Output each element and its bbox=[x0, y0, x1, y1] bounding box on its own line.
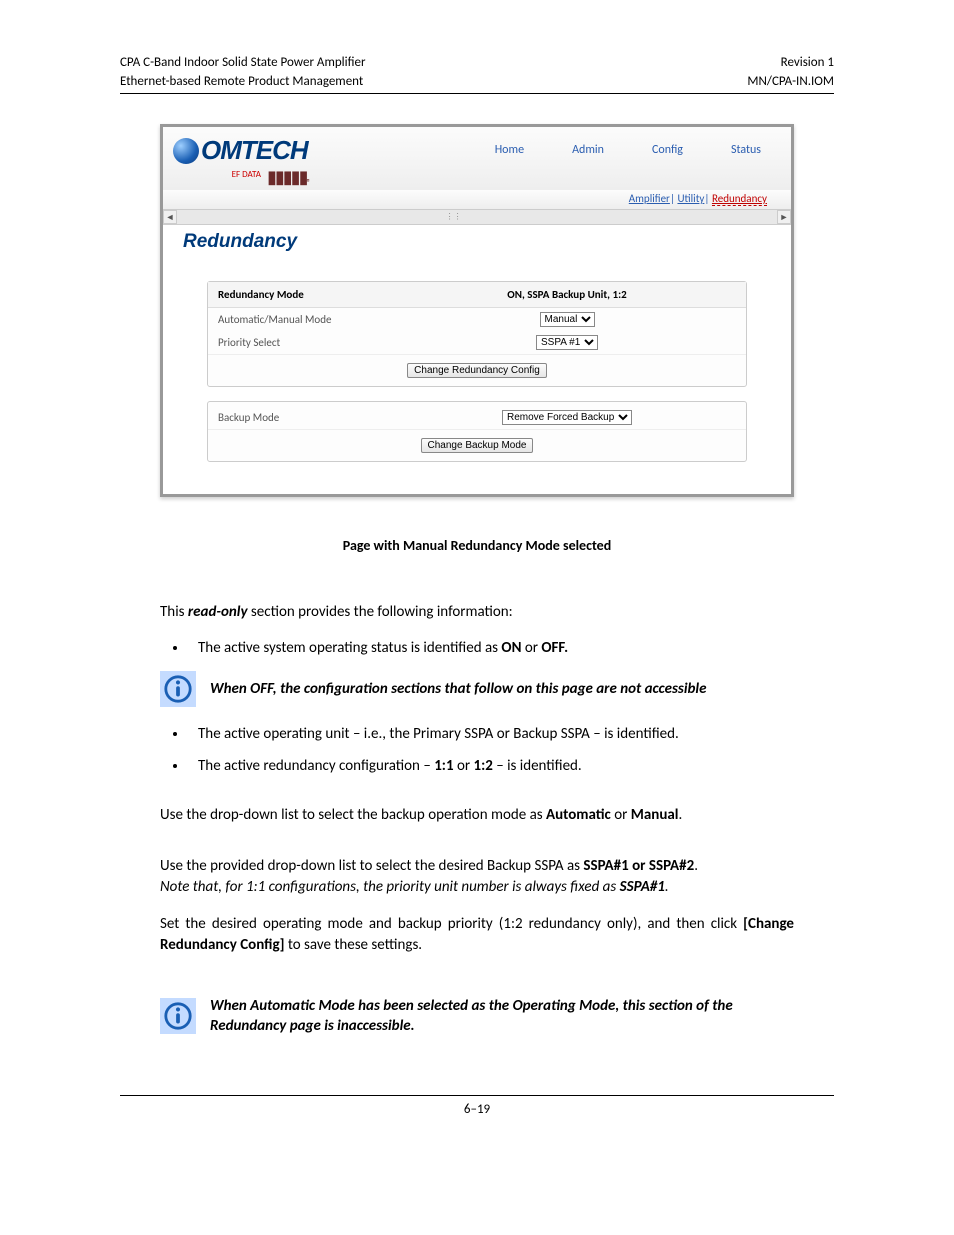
auto-manual-label: Automatic/Manual Mode bbox=[218, 313, 398, 326]
page-number: 6–19 bbox=[120, 1102, 834, 1117]
nav-home[interactable]: Home bbox=[495, 143, 524, 157]
redundancy-mode-label: Redundancy Mode bbox=[218, 288, 398, 301]
header-right-2: MN/CPA-IN.IOM bbox=[747, 74, 834, 89]
backup-mode-label: Backup Mode bbox=[218, 411, 398, 424]
priority-select[interactable]: SSPA #1 bbox=[536, 335, 598, 350]
page-title: Redundancy bbox=[183, 231, 775, 253]
backup-mode-select[interactable]: Remove Forced Backup bbox=[502, 410, 632, 425]
main-nav: Home Admin Config Status bbox=[495, 135, 781, 157]
logo-subtext: EF DATA bbox=[232, 169, 261, 180]
scrollbar[interactable]: ◄ ⋮⋮ ► bbox=[163, 209, 791, 225]
note-text-2: When Automatic Mode has been selected as… bbox=[210, 996, 794, 1037]
header-rule bbox=[120, 93, 834, 94]
nav-status[interactable]: Status bbox=[731, 143, 761, 157]
change-backup-button[interactable]: Change Backup Mode bbox=[421, 438, 534, 453]
redundancy-mode-value: ON, SSPA Backup Unit, 1:2 bbox=[398, 288, 736, 301]
backup-panel: Backup Mode Remove Forced Backup Change … bbox=[207, 401, 747, 462]
bullet-1: The active system operating status is id… bbox=[188, 639, 794, 657]
header-right-1: Revision 1 bbox=[781, 55, 834, 70]
para-2: Use the provided drop-down list to selec… bbox=[160, 856, 794, 898]
intro-text: This read-only section provides the foll… bbox=[160, 602, 834, 623]
scroll-left-icon[interactable]: ◄ bbox=[163, 210, 177, 224]
ui-screenshot: OMTECH EF DATA ▮▮▮▮▮▫ Home Admin Config … bbox=[160, 124, 794, 497]
para-3: Set the desired operating mode and backu… bbox=[160, 914, 794, 956]
subnav-utility[interactable]: Utility bbox=[677, 192, 704, 205]
subnav-redundancy[interactable]: Redundancy bbox=[712, 192, 767, 206]
para-1: Use the drop-down list to select the bac… bbox=[160, 805, 834, 826]
bullet-3: The active redundancy configuration – 1:… bbox=[188, 757, 794, 775]
note-text-1: When OFF, the configuration sections tha… bbox=[210, 679, 706, 699]
bullet-2: The active operating unit – i.e., the Pr… bbox=[188, 725, 794, 743]
sub-nav: Amplifier| Utility| Redundancy bbox=[163, 190, 791, 209]
subnav-amplifier[interactable]: Amplifier bbox=[629, 192, 670, 205]
nav-config[interactable]: Config bbox=[652, 143, 683, 157]
info-icon bbox=[160, 671, 196, 707]
globe-icon bbox=[173, 138, 199, 164]
change-redundancy-button[interactable]: Change Redundancy Config bbox=[407, 363, 547, 378]
auto-manual-select[interactable]: Manual bbox=[540, 312, 595, 327]
scroll-right-icon[interactable]: ► bbox=[777, 210, 791, 224]
figure-caption: Page with Manual Redundancy Mode selecte… bbox=[120, 537, 834, 554]
footer-rule bbox=[120, 1095, 834, 1096]
logo-bars-icon: ▮▮▮▮▮▫ bbox=[267, 166, 308, 188]
info-icon bbox=[160, 998, 196, 1034]
redundancy-panel: Redundancy Mode ON, SSPA Backup Unit, 1:… bbox=[207, 281, 747, 387]
scroll-grip-icon[interactable]: ⋮⋮ bbox=[446, 212, 456, 220]
nav-admin[interactable]: Admin bbox=[572, 143, 604, 157]
priority-select-label: Priority Select bbox=[218, 336, 398, 349]
logo: OMTECH bbox=[173, 135, 308, 166]
header-left-1: CPA C-Band Indoor Solid State Power Ampl… bbox=[120, 55, 366, 70]
header-left-2: Ethernet-based Remote Product Management bbox=[120, 74, 363, 89]
